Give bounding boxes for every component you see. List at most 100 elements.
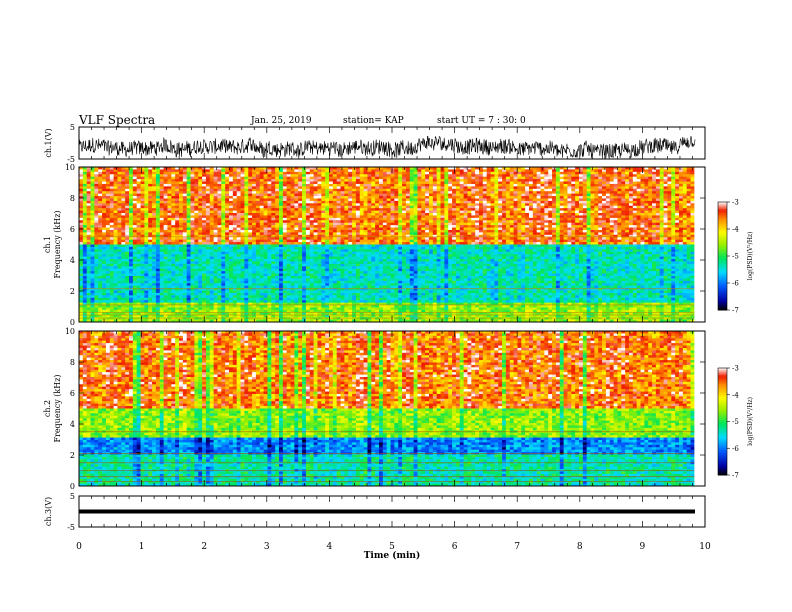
- spectrogram-cell: [494, 183, 499, 187]
- spectrogram-cell: [432, 169, 438, 173]
- spectrogram-cell: [594, 203, 599, 207]
- spectrogram-cell: [609, 167, 614, 170]
- spectrogram-cell: [136, 213, 141, 216]
- spectrogram-cell: [652, 229, 657, 233]
- spectrogram-cell: [282, 186, 288, 190]
- spectrogram-cell: [294, 188, 299, 192]
- spectrogram-cell: [590, 213, 595, 216]
- spectrogram-cell: [590, 174, 595, 178]
- spectrogram-cell: [294, 191, 299, 195]
- spectrogram-cell: [402, 188, 407, 192]
- spectrogram-cell: [640, 213, 645, 216]
- spectrogram-cell: [436, 196, 441, 199]
- spectrogram-cell: [282, 191, 288, 195]
- spectrogram-cell: [259, 181, 265, 185]
- spectrogram-cell: [482, 200, 488, 204]
- spectrogram-cell: [428, 169, 434, 173]
- spectrogram-cell: [109, 227, 115, 231]
- spectrogram-cell: [398, 196, 403, 199]
- spectrogram-cell: [613, 234, 618, 238]
- spectrogram-cell: [286, 203, 291, 207]
- spectrogram-cell: [571, 181, 576, 185]
- spectrogram-cell: [505, 181, 511, 185]
- spectrogram-cell: [263, 179, 268, 182]
- spectrogram-cell: [505, 188, 511, 192]
- spectrogram-cell: [167, 215, 172, 219]
- spectrogram-cell: [463, 179, 468, 182]
- spectrogram-cell: [109, 191, 115, 195]
- spectrogram-cell: [236, 215, 241, 219]
- spectrogram-cell: [155, 169, 161, 173]
- spectrogram-cell: [321, 183, 326, 187]
- spectrogram-cell: [436, 234, 441, 238]
- spectrogram-cell: [255, 171, 261, 175]
- spectrogram-cell: [417, 196, 422, 199]
- spectrogram-cell: [475, 237, 480, 241]
- spectrogram-cell: [517, 198, 522, 202]
- spectrogram-cell: [336, 217, 341, 221]
- spectrogram-cell: [186, 234, 191, 238]
- spectrogram-cell: [171, 229, 176, 233]
- spectrogram-cell: [136, 193, 141, 197]
- spectrogram-cell: [244, 232, 249, 236]
- spectrogram-cell: [252, 232, 257, 236]
- spectrogram-cell: [448, 188, 453, 192]
- spectrogram-cell: [552, 227, 557, 231]
- spectrogram-cell: [648, 215, 653, 219]
- spectrogram-cell: [663, 208, 668, 211]
- spectrogram-cell: [559, 174, 564, 178]
- spectrogram-cell: [236, 208, 241, 211]
- spectrogram-cell: [255, 237, 261, 241]
- spectrogram-cell: [659, 222, 664, 226]
- spectrogram-cell: [667, 208, 672, 211]
- spectrogram-cell: [563, 225, 568, 228]
- spectrogram-cell: [309, 208, 315, 211]
- spectrogram-cell: [598, 234, 603, 238]
- spectrogram-cell: [667, 237, 672, 241]
- spectrogram-cell: [552, 186, 557, 190]
- spectrogram-cell: [532, 181, 538, 185]
- spectrogram-cell: [117, 227, 122, 231]
- spectrogram-cell: [259, 237, 265, 241]
- spectrogram-cell: [486, 191, 491, 195]
- spectrogram-cell: [402, 191, 407, 195]
- spectrogram-cell: [255, 222, 261, 226]
- spectrogram-cell: [155, 220, 161, 224]
- spectrogram-cell: [109, 200, 115, 204]
- spectrogram-cell: [528, 181, 534, 185]
- spectrogram-cell: [413, 229, 418, 233]
- spectrogram-cell: [355, 222, 361, 226]
- spectrogram-cell: [252, 171, 257, 175]
- spectrogram-cell: [452, 186, 457, 190]
- spectrogram-cell: [213, 217, 218, 221]
- spectrogram-cell: [675, 217, 680, 221]
- spectrogram-cell: [663, 217, 668, 221]
- spectrogram-cell: [502, 203, 507, 207]
- spectrogram-cell: [109, 239, 115, 243]
- spectrogram-cell: [344, 239, 349, 243]
- spectrogram-cell: [336, 200, 341, 204]
- spectrogram-cell: [690, 227, 695, 231]
- spectrogram-cell: [402, 200, 407, 204]
- spectrogram-cell: [405, 196, 411, 199]
- spectrogram-cell: [363, 215, 368, 219]
- spectrogram-cell: [209, 222, 215, 226]
- spectrogram-cell: [652, 198, 657, 202]
- spectrogram-cell: [371, 239, 376, 243]
- spectrogram-cell: [548, 208, 553, 211]
- spectrogram-cell: [221, 191, 226, 195]
- spectrogram-cell: [682, 191, 688, 195]
- spectrogram-cell: [498, 203, 503, 207]
- spectrogram-cell: [621, 232, 626, 236]
- spectrogram-cell: [344, 232, 349, 236]
- spectrogram-cell: [336, 174, 341, 178]
- spectrogram-cell: [140, 171, 145, 175]
- spectrogram-cell: [125, 196, 130, 199]
- spectrogram-cell: [513, 181, 518, 185]
- spectrogram-cell: [675, 198, 680, 202]
- spectrogram-cell: [667, 188, 672, 192]
- spectrogram-cell: [190, 171, 195, 175]
- spectrogram-cell: [275, 229, 280, 233]
- spectrogram-cell: [328, 229, 334, 233]
- spectrogram-cell: [667, 210, 672, 214]
